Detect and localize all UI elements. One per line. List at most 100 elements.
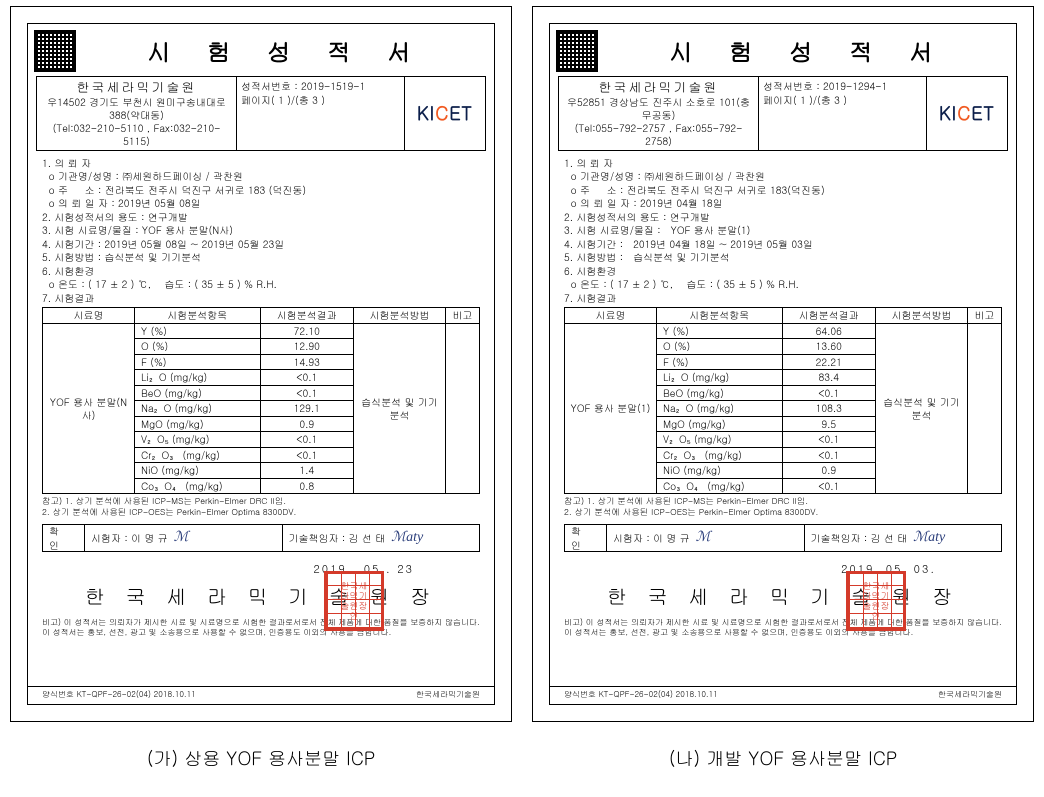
value-cell: 72.10 — [260, 323, 353, 339]
info-line: 2. 시험성적서의 용도 : 연구개발 — [42, 211, 480, 225]
tech-label: 기술책임자 : 김 선 태 — [289, 531, 386, 545]
info-line: 4. 시험기간 : 2019년 05월 08일 ~ 2019년 05월 23일 — [42, 238, 480, 252]
param-cell: Cr₂O₃ (mg/kg) — [135, 447, 261, 463]
info-line: 5. 시험방법 : 습식분석 및 기기분석 — [42, 251, 480, 265]
table-row: YOF 용사 분말(1)Y (%)64.06습식분석 및 기기분석 — [565, 323, 1002, 339]
info-line: 2. 시험성적서의 용도 : 연구개발 — [564, 211, 1002, 225]
header-mid: 성적서번호 : 2019-1294-1 페이지( 1 )/(총 3 ) — [759, 77, 927, 150]
addr2: (Tel:032-210-5110 , Fax:032-210-5115) — [41, 122, 232, 148]
table-row: YOF 용사 분말(N사)Y (%)72.10습식분석 및 기기분석 — [43, 323, 480, 339]
param-cell: Y (%) — [657, 323, 783, 339]
param-cell: NiO (mg/kg) — [657, 463, 783, 479]
confirm-label: 확 인 — [565, 525, 607, 551]
info-line: 5. 시험방법 : 습식분석 및 기기분석 — [564, 251, 1002, 265]
sample-cell: YOF 용사 분말(N사) — [43, 323, 135, 494]
caption-b: (나) 개발 YOF 용사분말 ICP — [532, 746, 1034, 771]
param-cell: NiO (mg/kg) — [135, 463, 261, 479]
th-result: 시험분석결과 — [782, 308, 875, 324]
info-line: 2. 상기 분석에 사용된 ICP-OES는 Perkin-Elmer Opti… — [564, 507, 1002, 518]
value-cell: <0.1 — [260, 370, 353, 386]
value-cell: 12.90 — [260, 339, 353, 355]
reports-row: 시 험 성 적 서 한국세라믹기술원 우14502 경기도 부천시 원미구송내대… — [10, 6, 1034, 722]
info-line: o 기관명/성명 : ㈜세원하드페이싱 / 곽찬원 — [42, 170, 480, 184]
info-line: o 의 뢰 일 자 : 2019년 04월 18일 — [564, 197, 1002, 211]
signature-icon: ℳ — [696, 529, 711, 546]
value-cell: 83.4 — [782, 370, 875, 386]
org-line: 한 국 세 라 믹 기 술 원 장 한국세 라믹기 술원장 인 — [28, 581, 494, 610]
header-left: 한국세라믹기술원 우14502 경기도 부천시 원미구송내대로388(약대동) … — [37, 77, 237, 150]
footer-row: 양식번호 KT-QPF-26-02(04) 2018.10.11 한국세라믹기술… — [550, 686, 1016, 704]
disclaimer: 비고) 이 성적서는 의뢰자가 제시한 시료 및 시료명으로 시험한 결과로서로… — [28, 610, 494, 641]
th-method: 시험분석방법 — [876, 308, 968, 324]
value-cell: <0.1 — [782, 447, 875, 463]
param-cell: F (%) — [657, 354, 783, 370]
value-cell: 22.21 — [782, 354, 875, 370]
info-line: 6. 시험환경 — [42, 265, 480, 279]
report-no-label: 성적서번호 : — [241, 79, 298, 93]
value-cell: <0.1 — [782, 385, 875, 401]
footer-left: 양식번호 KT-QPF-26-02(04) 2018.10.11 — [42, 689, 196, 700]
info-line: o 주 소 : 전라북도 전주시 덕진구 서귀로 183 (덕진동) — [42, 184, 480, 198]
report-outer-0: 시 험 성 적 서 한국세라믹기술원 우14502 경기도 부천시 원미구송내대… — [10, 6, 512, 722]
confirm-row: 확 인 시험자 : 이 명 규ℳ 기술책임자 : 김 선 태ℳaty — [564, 524, 1002, 552]
info-line: 7. 시험결과 — [42, 292, 480, 306]
logo-pre: KI — [417, 101, 435, 126]
param-cell: Y (%) — [135, 323, 261, 339]
addr1: 우52851 경상남도 진주시 소호로 101(충무공동) — [563, 96, 754, 122]
value-cell: 9.5 — [782, 416, 875, 432]
report-title: 시 험 성 적 서 — [606, 34, 1010, 68]
param-cell: Co₃O₄ (mg/kg) — [135, 478, 261, 494]
disclaimer: 비고) 이 성적서는 의뢰자가 제시한 시료 및 시료명으로 시험한 결과로서로… — [550, 610, 1016, 641]
info-block-1: 1. 의 뢰 자 o 기관명/성명 : ㈜세원하드페이싱 / 곽찬원 o 주 소… — [550, 153, 1016, 306]
info-line: 1. 의 뢰 자 — [564, 157, 1002, 171]
footer-left: 양식번호 KT-QPF-26-02(04) 2018.10.11 — [564, 689, 718, 700]
value-cell: 64.06 — [782, 323, 875, 339]
qr-icon — [556, 30, 598, 72]
kicet-logo-icon: KICET — [417, 101, 473, 126]
bigo-cell — [446, 323, 480, 494]
signature-icon: ℳaty — [391, 529, 423, 546]
th-item: 시험분석항목 — [135, 308, 261, 324]
header-mid: 성적서번호 : 2019-1519-1 페이지( 1 )/(총 3 ) — [237, 77, 405, 150]
logo-pre: KI — [939, 101, 957, 126]
result-table-0: 시료명 시험분석항목 시험분석결과 시험분석방법 비고 YOF 용사 분말(N사… — [42, 307, 480, 494]
report-inner-0: 시 험 성 적 서 한국세라믹기술원 우14502 경기도 부천시 원미구송내대… — [27, 23, 495, 705]
title-row: 시 험 성 적 서 — [550, 24, 1016, 74]
param-cell: BeO (mg/kg) — [135, 385, 261, 401]
kicet-logo-icon: KICET — [939, 101, 995, 126]
method-cell: 습식분석 및 기기분석 — [354, 323, 446, 494]
value-cell: <0.1 — [260, 385, 353, 401]
param-cell: MgO (mg/kg) — [657, 416, 783, 432]
param-cell: Na₂O (mg/kg) — [657, 401, 783, 417]
signature-icon: ℳaty — [913, 529, 945, 546]
report-no-label: 성적서번호 : — [763, 79, 820, 93]
info-line: 7. 시험결과 — [564, 292, 1002, 306]
logo-c: C — [957, 101, 971, 126]
page-label: 페이지( 1 )/(총 3 ) — [241, 93, 400, 107]
info-line: 4. 시험기간 : 2019년 04월 18일 ~ 2019년 05월 03일 — [564, 238, 1002, 252]
th-result: 시험분석결과 — [260, 308, 353, 324]
value-cell: 129.1 — [260, 401, 353, 417]
title-row: 시 험 성 적 서 — [28, 24, 494, 74]
header-box: 한국세라믹기술원 우14502 경기도 부천시 원미구송내대로388(약대동) … — [36, 76, 486, 151]
header-right: KICET — [927, 77, 1007, 150]
info-line: o 주 소 : 전라북도 전주시 덕진구 서귀로 183(덕진동) — [564, 184, 1002, 198]
report-outer-1: 시 험 성 적 서 한국세라믹기술원 우52851 경상남도 진주시 소호로 1… — [532, 6, 1034, 722]
org-line: 한 국 세 라 믹 기 술 원 장 한국세 라믹기 술원장 인 — [550, 581, 1016, 610]
sample-cell: YOF 용사 분말(1) — [565, 323, 657, 494]
seal-icon: 한국세 라믹기 술원장 인 — [324, 571, 384, 631]
value-cell: 0.8 — [260, 478, 353, 494]
confirm-label: 확 인 — [43, 525, 85, 551]
param-cell: O (%) — [135, 339, 261, 355]
seal-text: 한국세 라믹기 술원장 인 — [341, 581, 368, 621]
result-table-1: 시료명 시험분석항목 시험분석결과 시험분석방법 비고 YOF 용사 분말(1)… — [564, 307, 1002, 494]
caption-a: (가) 상용 YOF 용사분말 ICP — [10, 746, 512, 771]
method-cell: 습식분석 및 기기분석 — [876, 323, 968, 494]
param-cell: Li₂O (mg/kg) — [135, 370, 261, 386]
th-bigo: 비고 — [968, 308, 1002, 324]
qr-icon — [34, 30, 76, 72]
value-cell: <0.1 — [260, 432, 353, 448]
value-cell: <0.1 — [260, 447, 353, 463]
tester-label: 시험자 : 이 명 규 — [613, 531, 690, 545]
report-inner-1: 시 험 성 적 서 한국세라믹기술원 우52851 경상남도 진주시 소호로 1… — [549, 23, 1017, 705]
